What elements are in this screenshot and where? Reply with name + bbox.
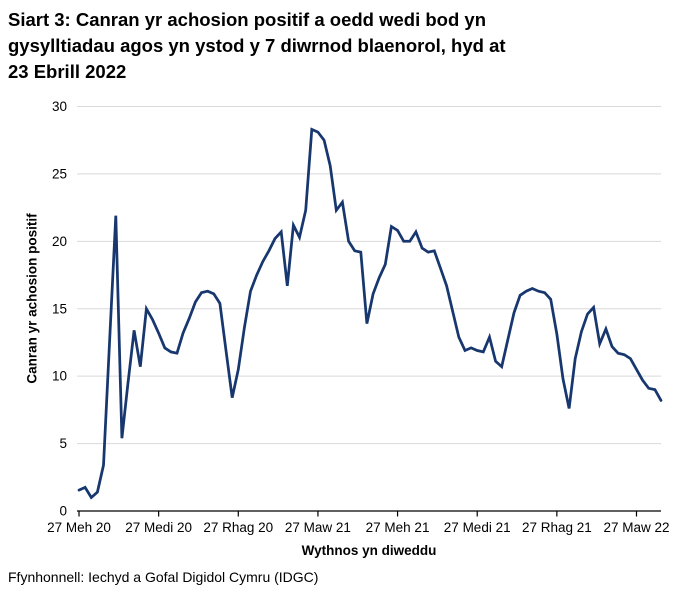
x-tick-label-7: 27 Maw 22 [603, 520, 669, 535]
x-tick-label-4: 27 Meh 21 [366, 520, 430, 535]
y-tick-label-5: 5 [59, 436, 67, 451]
source-note: Ffynhonnell: Iechyd a Gofal Digidol Cymr… [8, 569, 319, 585]
x-tick-label-1: 27 Medi 20 [125, 520, 192, 535]
y-tick-label-30: 30 [52, 99, 67, 114]
chart-title: Siart 3: Canran yr achosion positif a oe… [8, 7, 648, 85]
x-tick-label-2: 27 Rhag 20 [203, 520, 273, 535]
y-tick-label-20: 20 [52, 234, 67, 249]
data-line-canran-achosion [77, 127, 663, 500]
chart-title-line-1: Siart 3: Canran yr achosion positif a oe… [8, 9, 486, 30]
chart-title-line-3: 23 Ebrill 2022 [8, 61, 127, 82]
y-tick-label-10: 10 [52, 369, 67, 384]
x-tick-label-5: 27 Medi 21 [444, 520, 511, 535]
x-tick-label-0: 27 Meh 20 [47, 520, 111, 535]
y-tick-label-0: 0 [59, 504, 67, 519]
y-tick-label-25: 25 [52, 166, 67, 181]
x-axis-title: Wythnos yn diweddu [301, 543, 437, 558]
chart-title-line-2: gysylltiadau agos yn ystod y 7 diwrnod b… [8, 35, 506, 56]
x-tick-label-6: 27 Rhag 21 [522, 520, 592, 535]
x-tick-label-3: 27 Maw 21 [285, 520, 351, 535]
y-tick-label-15: 15 [52, 301, 67, 316]
